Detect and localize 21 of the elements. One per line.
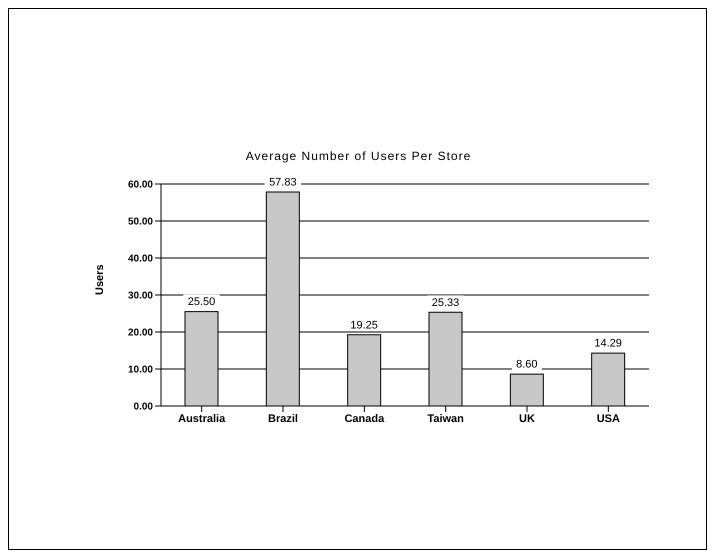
x-tick-label: Canada <box>344 412 386 425</box>
x-tick-label: Australia <box>178 412 226 425</box>
y-tick-label: 40.00 <box>128 254 154 265</box>
data-label: 14.29 <box>594 338 622 350</box>
data-label: 25.50 <box>188 296 216 308</box>
x-tick-label: Taiwan <box>427 412 464 425</box>
chart-title: Average Number of Users Per Store <box>244 149 472 163</box>
x-tick-label: USA <box>596 412 620 425</box>
y-tick-label: 60.00 <box>128 180 154 191</box>
y-tick-label: 50.00 <box>128 216 154 228</box>
y-tick-label: 30.00 <box>128 290 154 302</box>
y-tick-label: 20.00 <box>128 328 154 339</box>
x-tick-label: Brazil <box>268 412 298 425</box>
y-tick-label: 10.00 <box>128 364 154 376</box>
y-tick-label: 0.00 <box>134 402 154 413</box>
data-label: 57.83 <box>269 176 297 189</box>
x-tick-label: UK <box>519 412 535 425</box>
y-axis-title: Users <box>94 264 106 295</box>
data-label: 8.60 <box>516 358 538 371</box>
data-label: 19.25 <box>350 319 378 332</box>
data-label: 25.33 <box>432 296 460 309</box>
